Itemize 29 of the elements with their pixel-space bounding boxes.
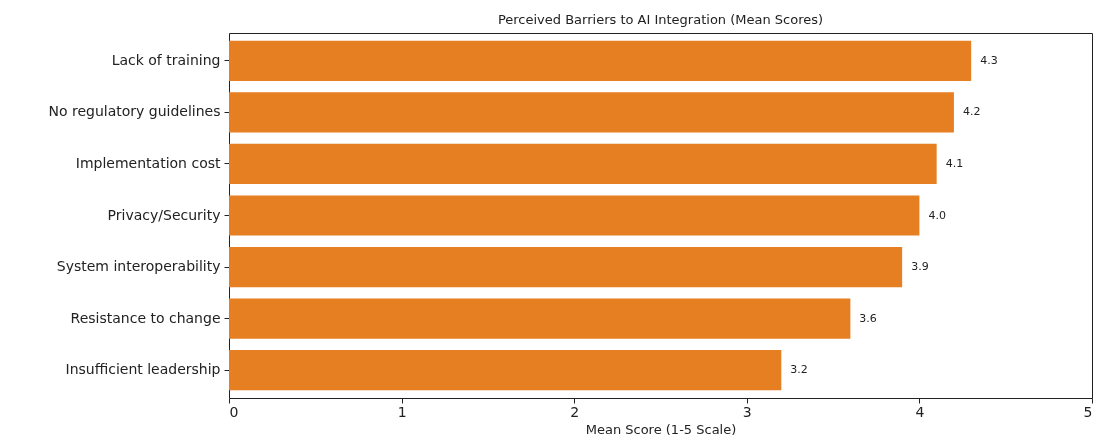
data-label: 3.6: [859, 311, 877, 325]
data-label: 3.9: [911, 260, 929, 274]
bar: [229, 246, 903, 288]
x-tick-label: 5: [1083, 403, 1093, 420]
y-tick-label: No regulatory guidelines: [48, 103, 221, 120]
bar: [229, 92, 954, 133]
bar: [229, 350, 782, 391]
bar: [229, 143, 937, 185]
x-tick-label: 1: [397, 403, 407, 420]
x-axis-title: Mean Score (1-5 Scale): [585, 421, 737, 437]
data-label: 4.1: [945, 156, 964, 170]
bar: [229, 40, 972, 81]
data-label: 3.2: [790, 363, 808, 377]
y-tick-label: Resistance to change: [70, 309, 221, 326]
x-tick-label: 3: [742, 403, 752, 420]
x-tick-label: 2: [570, 403, 580, 420]
y-tick-label: Lack of training: [111, 51, 221, 68]
bar: [229, 298, 851, 339]
bar: [229, 195, 920, 236]
x-tick-label: 0: [229, 403, 239, 420]
y-tick-label: Insufficient leadership: [65, 361, 221, 378]
x-tick-label: 4: [915, 403, 925, 420]
data-label: 4.2: [962, 105, 981, 119]
y-tick-label: Privacy/Security: [107, 206, 221, 223]
chart-title: Perceived Barriers to AI Integration (Mean Scores): [497, 12, 824, 27]
y-tick-label: Implementation cost: [75, 154, 221, 171]
data-label: 4.3: [980, 53, 998, 67]
y-tick-label: System interoperability: [56, 258, 221, 275]
data-label: 4.0: [928, 208, 946, 222]
